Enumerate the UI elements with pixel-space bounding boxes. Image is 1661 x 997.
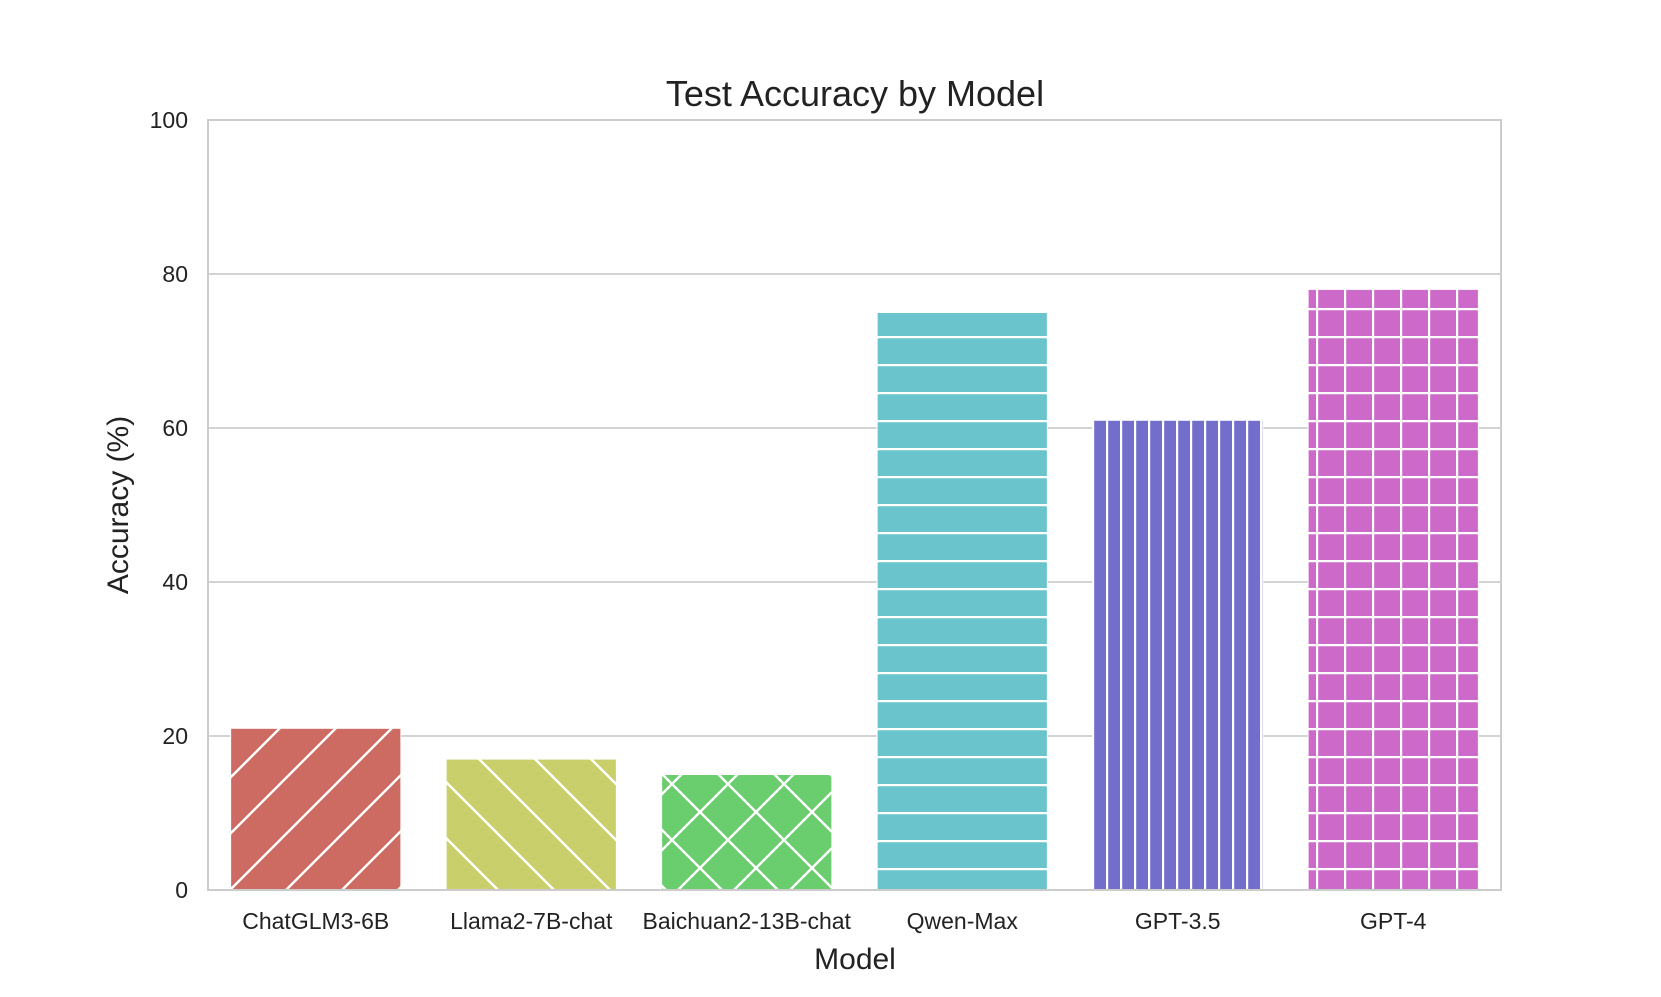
x-tick-label: Baichuan2-13B-chat xyxy=(643,908,852,934)
bar-chatglm3-6b xyxy=(230,727,402,891)
y-tick-label: 0 xyxy=(175,877,188,903)
y-tick-label: 80 xyxy=(162,261,188,287)
x-tick-label: Qwen-Max xyxy=(907,908,1019,934)
x-tick-label: Llama2-7B-chat xyxy=(450,908,613,934)
bar-gpt-4 xyxy=(1307,288,1479,891)
x-tick-labels: ChatGLM3-6B Llama2-7B-chat Baichuan2-13B-c… xyxy=(242,908,1426,934)
y-tick-label: 40 xyxy=(162,569,188,595)
bar-gpt-3-5 xyxy=(1092,419,1264,891)
bar-qwen-max xyxy=(876,312,1048,891)
y-tick-label: 20 xyxy=(162,723,188,749)
bars xyxy=(230,288,1479,891)
y-axis-label: Accuracy (%) xyxy=(102,416,135,594)
x-tick-label: GPT-3.5 xyxy=(1135,908,1221,934)
plot-frame xyxy=(207,119,1502,891)
x-axis-label: Model xyxy=(814,943,896,976)
gridlines xyxy=(208,119,1501,891)
chart-title: Test Accuracy by Model xyxy=(666,73,1044,114)
bar-llama2-7b-chat xyxy=(445,758,617,891)
bar-baichuan2-13b-chat xyxy=(661,774,833,891)
x-tick-label: GPT-4 xyxy=(1360,908,1427,934)
y-tick-labels: 0 20 40 60 80 100 xyxy=(150,107,188,903)
y-tick-label: 60 xyxy=(162,415,188,441)
y-tick-label: 100 xyxy=(150,107,188,133)
x-tick-label: ChatGLM3-6B xyxy=(242,908,389,934)
